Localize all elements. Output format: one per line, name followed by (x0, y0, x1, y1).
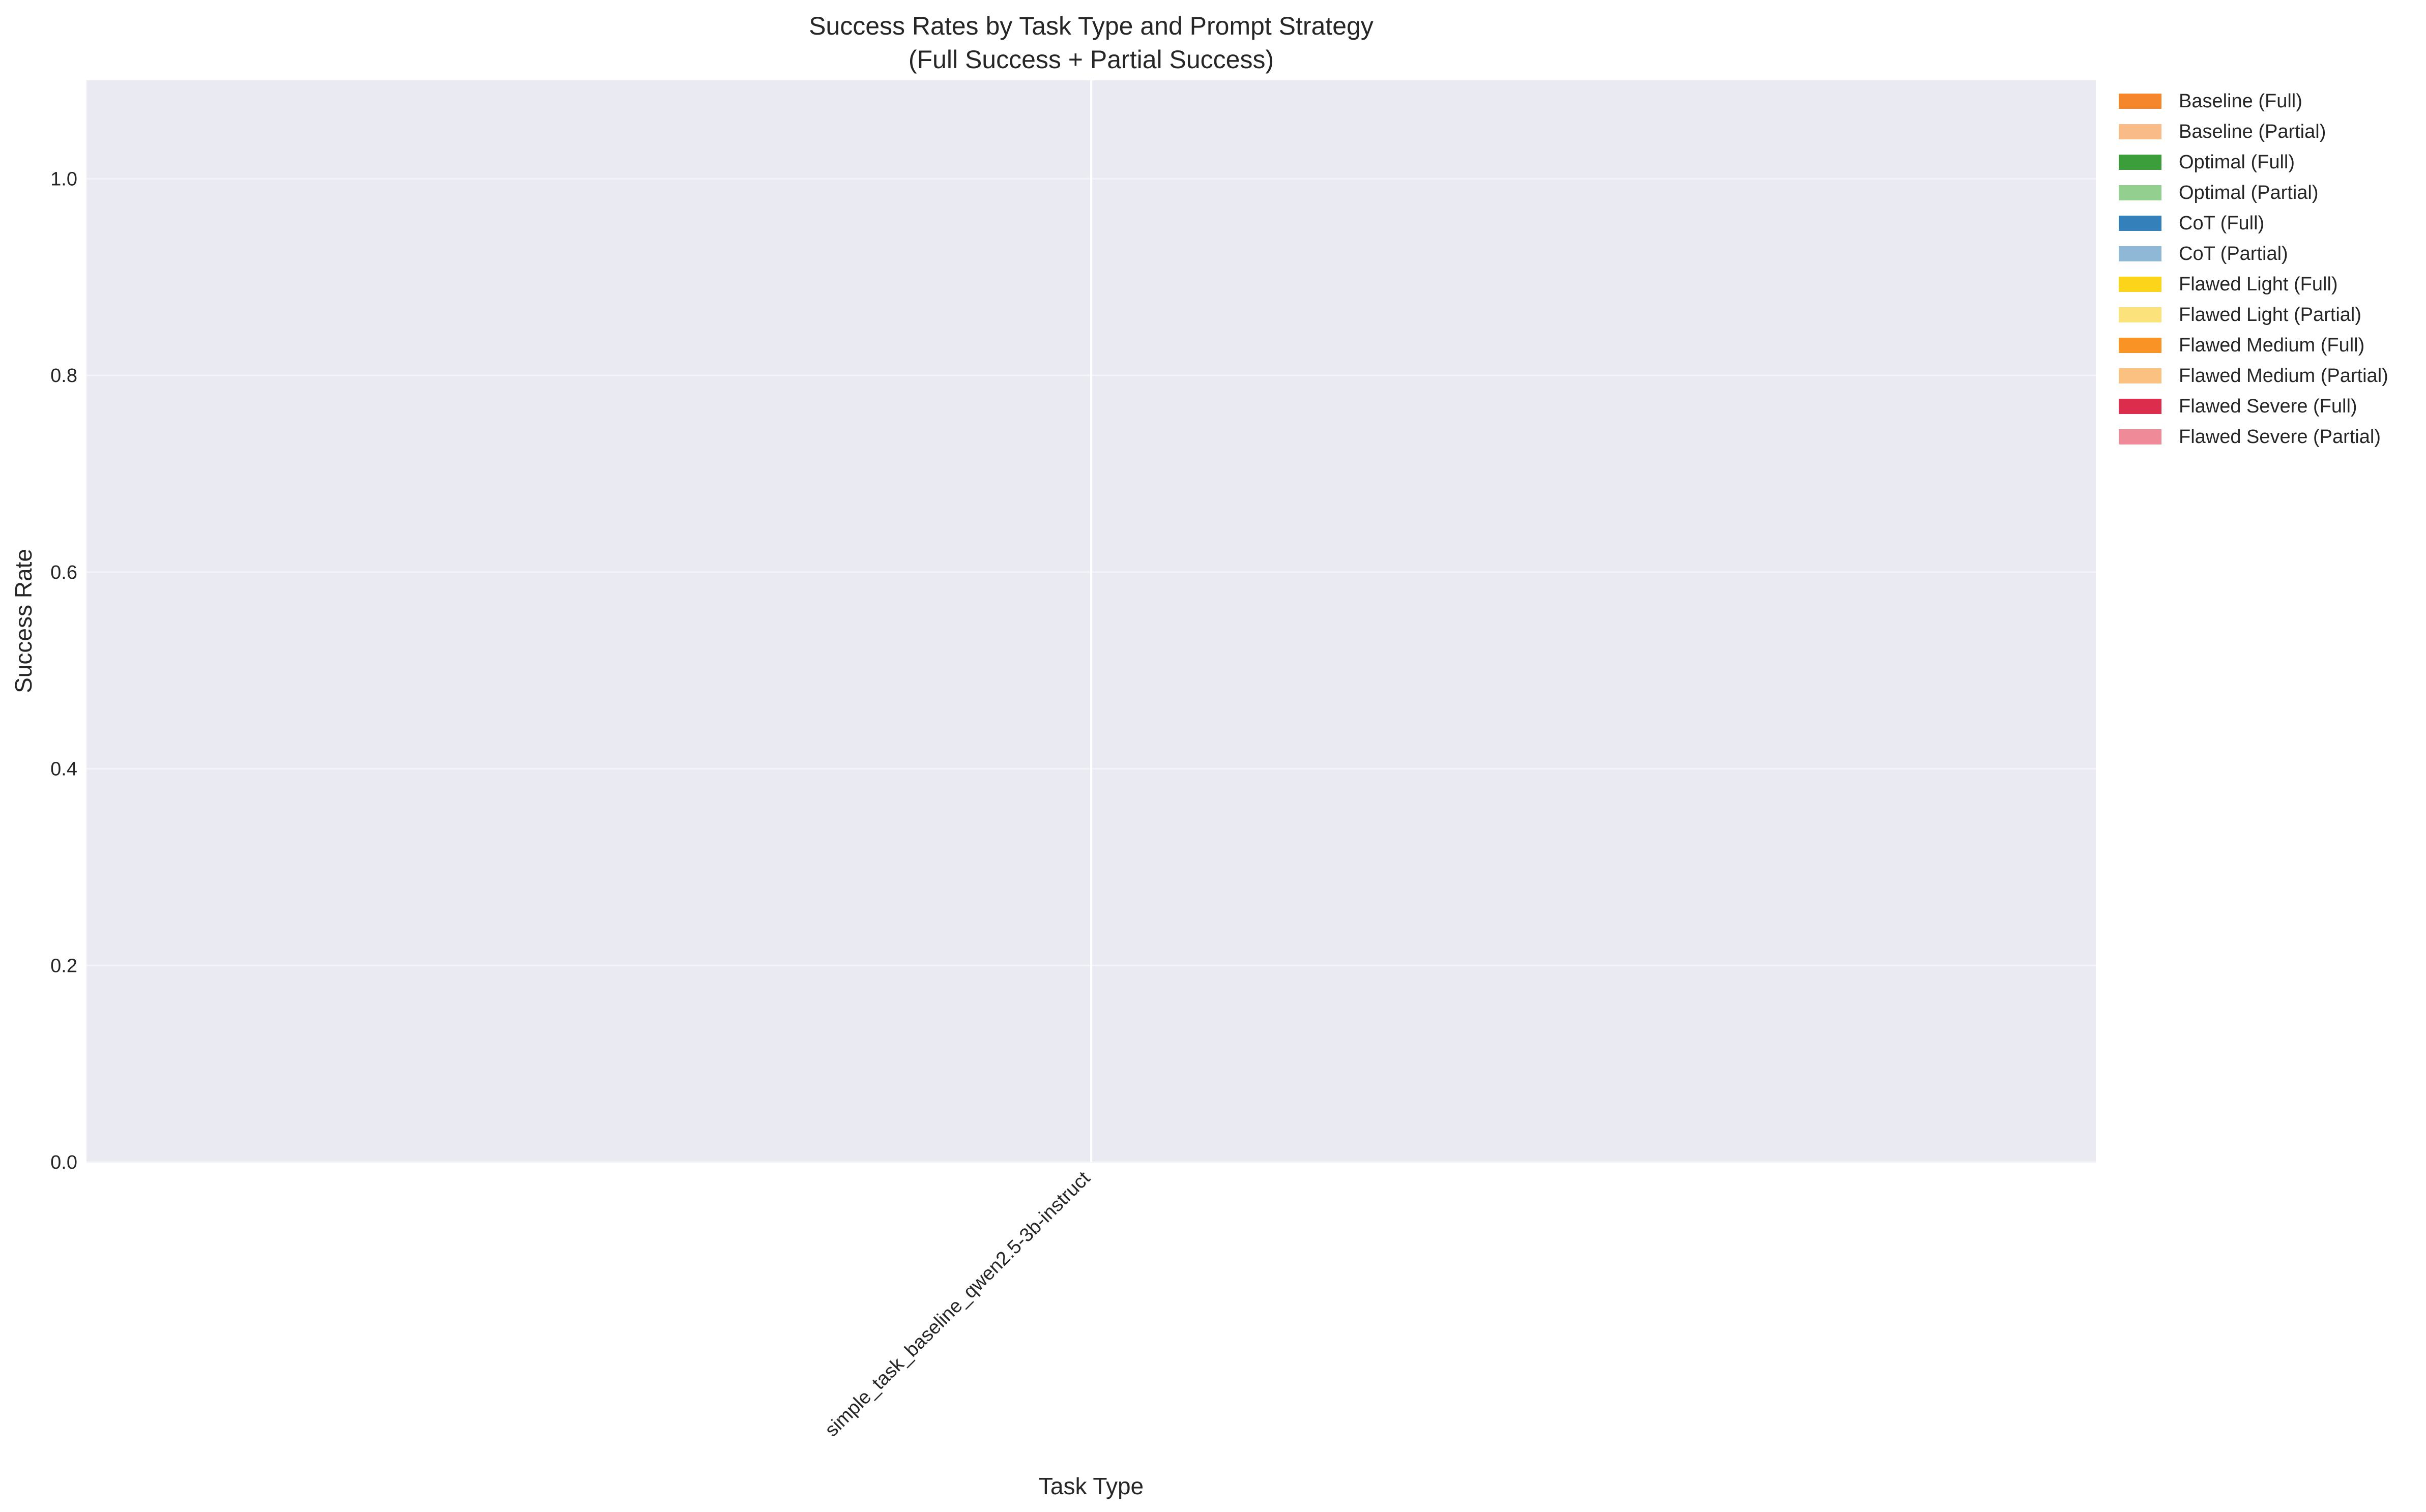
chart-title: Success Rates by Task Type and Prompt St… (809, 12, 1373, 40)
x-axis-label: Task Type (1039, 1473, 1144, 1499)
legend-entry: CoT (Full) (2179, 213, 2264, 234)
y-tick-label: 0.8 (50, 365, 77, 387)
y-tick-label: 1.0 (50, 168, 77, 190)
legend-swatch (2119, 94, 2161, 109)
legend-swatch (2119, 429, 2161, 444)
legend-entry: Optimal (Partial) (2179, 182, 2319, 203)
legend-entry: Flawed Light (Full) (2179, 274, 2338, 295)
legend-swatch (2119, 277, 2161, 292)
legend-entry: Flawed Severe (Full) (2179, 396, 2357, 417)
y-tick-label: 0.6 (50, 562, 77, 583)
legend-swatch (2119, 124, 2161, 139)
legend-swatch (2119, 155, 2161, 170)
legend-entry: Baseline (Partial) (2179, 121, 2326, 142)
legend-swatch (2119, 185, 2161, 200)
legend-swatch (2119, 216, 2161, 231)
legend-swatch (2119, 246, 2161, 261)
chart-subtitle: (Full Success + Partial Success) (909, 45, 1274, 74)
legend-swatch (2119, 368, 2161, 383)
y-axis-ticks: 0.0 0.2 0.4 0.6 0.8 1.0 (50, 168, 77, 1173)
legend-entry: Flawed Light (Partial) (2179, 304, 2361, 325)
legend-entry: CoT (Partial) (2179, 243, 2288, 264)
y-axis-label: Success Rate (10, 549, 37, 693)
x-tick-label: simple_task_baseline_qwen2.5-3b-instruct (821, 1167, 1095, 1441)
legend-swatch (2119, 307, 2161, 322)
y-tick-label: 0.0 (50, 1152, 77, 1173)
x-axis-ticks: simple_task_baseline_qwen2.5-3b-instruct (821, 1167, 1095, 1441)
legend-entry: Flawed Medium (Full) (2179, 335, 2364, 356)
legend-entry: Flawed Severe (Partial) (2179, 426, 2381, 448)
y-tick-label: 0.2 (50, 955, 77, 976)
legend: Baseline (Full) Baseline (Partial) Optimal… (2119, 91, 2388, 448)
legend-entry: Baseline (Full) (2179, 91, 2302, 112)
legend-swatch (2119, 399, 2161, 414)
legend-swatch (2119, 338, 2161, 353)
legend-entry: Flawed Medium (Partial) (2179, 365, 2388, 387)
grid-lines (86, 80, 2096, 1163)
legend-entry: Optimal (Full) (2179, 152, 2295, 173)
y-tick-label: 0.4 (50, 759, 77, 780)
